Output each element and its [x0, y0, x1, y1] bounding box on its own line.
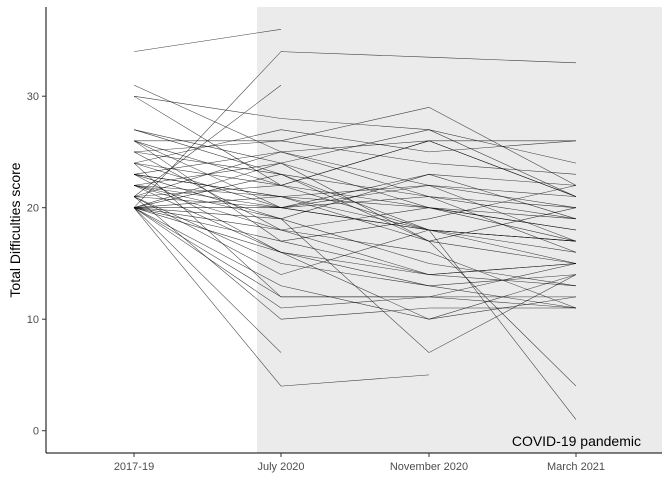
covid-pandemic-shaded-region — [257, 7, 662, 453]
trajectory-line — [133, 29, 282, 52]
trajectory-line — [133, 140, 577, 175]
trajectory-line — [133, 185, 577, 253]
y-tick-label: 10 — [27, 314, 39, 326]
x-tick-label: March 2021 — [547, 461, 605, 473]
trajectory-lines — [133, 29, 577, 420]
trajectory-line — [133, 51, 577, 208]
trajectory-line — [133, 207, 577, 275]
y-axis-ticks: 0 10 20 30 — [27, 91, 46, 438]
y-tick-label: 20 — [27, 203, 39, 215]
x-tick-label: July 2020 — [257, 461, 304, 473]
trajectory-line — [133, 162, 576, 298]
x-tick-label: 2017-19 — [114, 461, 154, 473]
x-axis-ticks: 2017-19 July 2020 November 2020 March 2021 — [114, 453, 605, 473]
y-axis-title: Total Difficulties score — [7, 162, 23, 297]
trajectory-line — [133, 196, 577, 275]
y-tick-label: 0 — [33, 426, 39, 438]
trajectory-line — [133, 162, 577, 208]
trajectory-line — [133, 207, 282, 353]
x-tick-label: November 2020 — [390, 461, 468, 473]
trajectory-line — [133, 207, 430, 387]
covid-pandemic-label: COVID-19 pandemic — [512, 433, 641, 449]
trajectory-line — [133, 140, 577, 253]
y-tick-label: 30 — [27, 91, 39, 103]
